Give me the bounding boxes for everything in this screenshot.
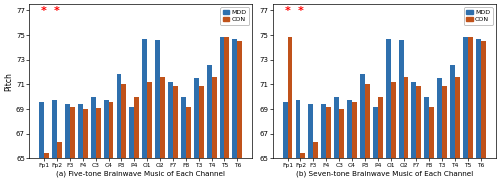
Text: *: *: [41, 6, 47, 16]
Bar: [220, 37, 224, 158]
Bar: [288, 37, 292, 158]
Bar: [238, 41, 242, 158]
Bar: [198, 86, 203, 158]
Bar: [339, 109, 344, 158]
Text: *: *: [284, 6, 290, 16]
Bar: [300, 153, 306, 158]
Bar: [326, 107, 331, 158]
Bar: [44, 153, 49, 158]
Bar: [147, 82, 152, 158]
Y-axis label: Pitch: Pitch: [4, 72, 13, 91]
Bar: [168, 82, 173, 158]
Bar: [96, 108, 100, 158]
Bar: [468, 37, 473, 158]
Bar: [463, 37, 468, 158]
Bar: [416, 86, 422, 158]
Bar: [206, 65, 212, 158]
Bar: [398, 40, 404, 158]
Bar: [108, 102, 114, 158]
Bar: [224, 37, 230, 158]
Bar: [232, 39, 237, 158]
Bar: [424, 97, 430, 158]
Bar: [104, 100, 108, 158]
Bar: [378, 97, 382, 158]
Bar: [455, 77, 460, 158]
Bar: [173, 86, 178, 158]
Bar: [130, 107, 134, 158]
Bar: [181, 97, 186, 158]
Legend: MDD, CON: MDD, CON: [220, 7, 250, 25]
Bar: [296, 100, 300, 158]
Bar: [404, 77, 408, 158]
X-axis label: (b) Seven-tone Brainwave Music of Each Channel: (b) Seven-tone Brainwave Music of Each C…: [296, 170, 473, 177]
Bar: [52, 100, 57, 158]
Bar: [390, 82, 396, 158]
Bar: [347, 100, 352, 158]
Bar: [322, 104, 326, 158]
Bar: [122, 84, 126, 158]
Bar: [65, 104, 70, 158]
Bar: [83, 109, 87, 158]
Bar: [386, 39, 390, 158]
X-axis label: (a) Five-tone Brainwave Music of Each Channel: (a) Five-tone Brainwave Music of Each Ch…: [56, 170, 226, 177]
Bar: [194, 78, 198, 158]
Bar: [308, 104, 314, 158]
Bar: [134, 97, 139, 158]
Bar: [352, 102, 357, 158]
Bar: [360, 75, 365, 158]
Bar: [186, 107, 190, 158]
Text: *: *: [54, 6, 60, 16]
Bar: [365, 84, 370, 158]
Bar: [442, 86, 447, 158]
Bar: [282, 102, 288, 158]
Bar: [91, 97, 96, 158]
Bar: [78, 104, 83, 158]
Bar: [40, 102, 44, 158]
Bar: [142, 39, 147, 158]
Bar: [334, 97, 339, 158]
Bar: [160, 77, 165, 158]
Legend: MDD, CON: MDD, CON: [464, 7, 492, 25]
Bar: [373, 107, 378, 158]
Bar: [412, 82, 416, 158]
Bar: [430, 107, 434, 158]
Bar: [314, 142, 318, 158]
Bar: [70, 107, 75, 158]
Text: *: *: [298, 6, 304, 16]
Bar: [212, 77, 216, 158]
Bar: [476, 39, 481, 158]
Bar: [450, 65, 455, 158]
Bar: [438, 78, 442, 158]
Bar: [116, 75, 121, 158]
Bar: [155, 40, 160, 158]
Bar: [57, 142, 62, 158]
Bar: [481, 41, 486, 158]
